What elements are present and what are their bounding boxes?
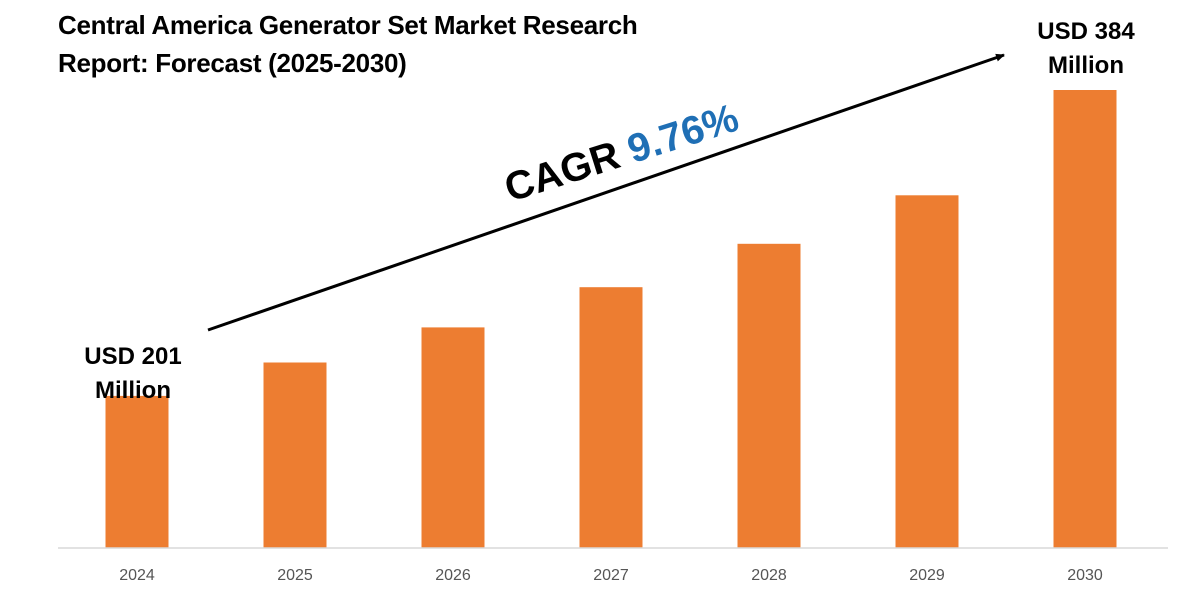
bar-2028 xyxy=(737,243,801,549)
chart-title-line-1: Central America Generator Set Market Res… xyxy=(58,10,638,40)
bar-2029 xyxy=(895,195,959,549)
x-tick-label-2027: 2027 xyxy=(593,567,629,584)
cagr-prefix: CAGR xyxy=(499,130,635,211)
bar-2027 xyxy=(579,287,643,548)
chart-title-line-2: Report: Forecast (2025-2030) xyxy=(58,48,407,78)
bars-group xyxy=(105,90,1117,549)
bar-2030 xyxy=(1053,90,1117,548)
x-axis-ticks: 2024 2025 2026 2027 2028 2029 2030 xyxy=(119,567,1103,584)
end-value-label-line-2: Million xyxy=(1048,52,1124,79)
bar-2025 xyxy=(263,362,327,548)
cagr-label: CAGR 9.76% xyxy=(499,96,743,211)
bar-2024 xyxy=(105,395,169,548)
growth-trend-arrow xyxy=(207,53,1005,332)
x-tick-label-2026: 2026 xyxy=(435,567,471,584)
x-tick-label-2024: 2024 xyxy=(119,567,155,584)
x-tick-label-2028: 2028 xyxy=(751,567,787,584)
end-value-label-line-1: USD 384 xyxy=(1037,18,1135,45)
start-value-label-line-1: USD 201 xyxy=(84,343,181,370)
x-tick-label-2029: 2029 xyxy=(909,567,945,584)
start-value-label-line-2: Million xyxy=(95,377,171,404)
chart-title: Central America Generator Set Market Res… xyxy=(58,6,738,82)
cagr-value: 9.76% xyxy=(622,96,743,172)
x-tick-label-2030: 2030 xyxy=(1067,567,1103,584)
x-tick-label-2025: 2025 xyxy=(277,567,313,584)
bar-2026 xyxy=(421,327,485,548)
